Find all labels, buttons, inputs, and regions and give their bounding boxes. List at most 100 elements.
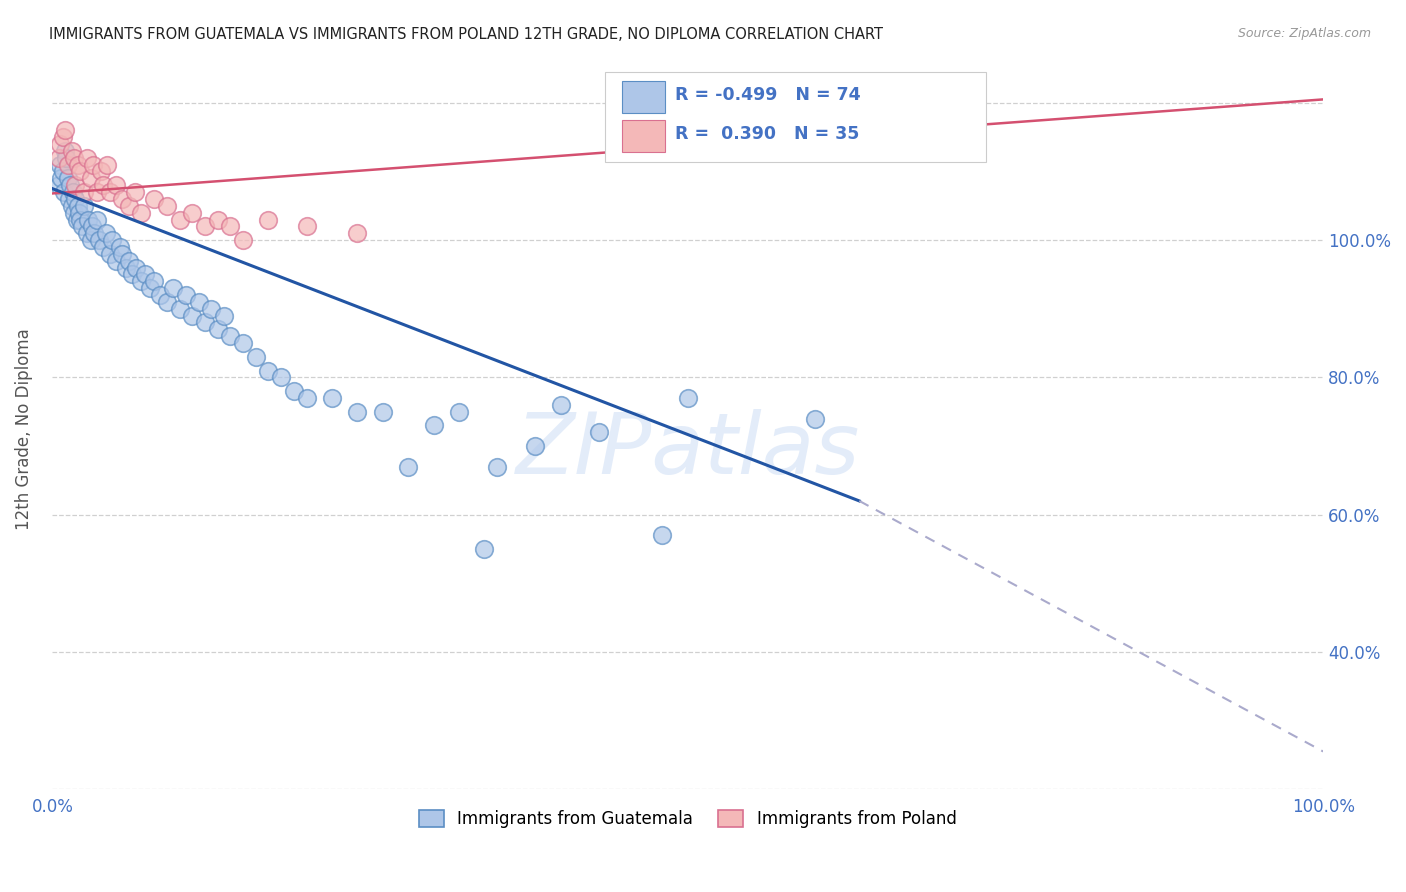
Point xyxy=(174,288,197,302)
Point xyxy=(77,212,100,227)
Point xyxy=(131,205,153,219)
Point xyxy=(194,219,217,234)
Point xyxy=(65,178,87,193)
Point xyxy=(232,336,254,351)
FancyBboxPatch shape xyxy=(605,72,987,162)
Point xyxy=(65,212,87,227)
Point xyxy=(550,398,572,412)
Point xyxy=(52,185,75,199)
Point xyxy=(194,316,217,330)
Point xyxy=(162,281,184,295)
Point xyxy=(90,164,112,178)
Text: R = -0.499   N = 74: R = -0.499 N = 74 xyxy=(675,86,860,103)
Point xyxy=(187,294,209,309)
Point xyxy=(588,425,610,440)
Point xyxy=(80,219,103,234)
Point xyxy=(96,158,118,172)
Point xyxy=(125,260,148,275)
Point xyxy=(79,171,101,186)
Point xyxy=(651,528,673,542)
Point xyxy=(86,185,108,199)
Point xyxy=(143,192,166,206)
Point xyxy=(83,226,105,240)
Point xyxy=(156,199,179,213)
Point xyxy=(104,253,127,268)
Point xyxy=(181,205,204,219)
Point xyxy=(118,199,141,213)
Point xyxy=(283,384,305,398)
Point xyxy=(69,212,91,227)
Point xyxy=(295,219,318,234)
Point xyxy=(63,151,86,165)
Point xyxy=(63,205,86,219)
Point xyxy=(422,418,444,433)
Point xyxy=(91,178,114,193)
Point xyxy=(143,274,166,288)
Point xyxy=(115,260,138,275)
Point xyxy=(474,541,496,556)
Text: Source: ZipAtlas.com: Source: ZipAtlas.com xyxy=(1237,27,1371,40)
Point xyxy=(76,151,98,165)
Point xyxy=(219,329,242,343)
Point xyxy=(169,301,191,316)
Point xyxy=(56,158,79,172)
Point xyxy=(200,301,222,316)
Point xyxy=(111,192,134,206)
Point xyxy=(245,350,267,364)
Point xyxy=(149,288,172,302)
Point xyxy=(65,192,87,206)
Point xyxy=(804,411,827,425)
Point xyxy=(76,226,98,240)
Point xyxy=(121,268,143,282)
Point xyxy=(86,212,108,227)
Point xyxy=(108,240,131,254)
Point xyxy=(346,405,368,419)
Point xyxy=(101,233,124,247)
Point xyxy=(53,144,76,158)
Point xyxy=(111,247,134,261)
Point xyxy=(396,459,419,474)
Point xyxy=(73,185,96,199)
Point xyxy=(371,405,394,419)
Point xyxy=(232,233,254,247)
Point xyxy=(58,192,80,206)
Point xyxy=(55,151,77,165)
Point xyxy=(59,178,82,193)
FancyBboxPatch shape xyxy=(621,120,665,152)
Point xyxy=(169,212,191,227)
Text: R =  0.390   N = 35: R = 0.390 N = 35 xyxy=(675,125,859,143)
Y-axis label: 12th Grade, No Diploma: 12th Grade, No Diploma xyxy=(15,328,32,530)
Point xyxy=(56,171,79,186)
Point xyxy=(49,158,72,172)
Point xyxy=(60,199,83,213)
Point xyxy=(139,281,162,295)
Point xyxy=(79,233,101,247)
Point xyxy=(212,309,235,323)
Point xyxy=(51,171,73,186)
Point xyxy=(67,205,90,219)
Point xyxy=(181,309,204,323)
Point xyxy=(91,240,114,254)
Text: IMMIGRANTS FROM GUATEMALA VS IMMIGRANTS FROM POLAND 12TH GRADE, NO DIPLOMA CORRE: IMMIGRANTS FROM GUATEMALA VS IMMIGRANTS … xyxy=(49,27,883,42)
Point xyxy=(70,219,93,234)
Point xyxy=(449,405,471,419)
Point xyxy=(60,144,83,158)
Point xyxy=(270,370,292,384)
Point xyxy=(219,219,242,234)
Point xyxy=(98,247,121,261)
Text: ZIPatlas: ZIPatlas xyxy=(516,409,860,492)
Point xyxy=(82,158,104,172)
Point xyxy=(104,178,127,193)
Point xyxy=(524,439,547,453)
Point xyxy=(257,212,280,227)
Point xyxy=(486,459,509,474)
Point xyxy=(207,322,229,336)
Point xyxy=(66,199,89,213)
Point xyxy=(98,185,121,199)
Point xyxy=(73,199,96,213)
Point xyxy=(346,226,368,240)
Point xyxy=(49,136,72,151)
FancyBboxPatch shape xyxy=(621,81,665,112)
Point xyxy=(124,185,146,199)
Point xyxy=(134,268,156,282)
